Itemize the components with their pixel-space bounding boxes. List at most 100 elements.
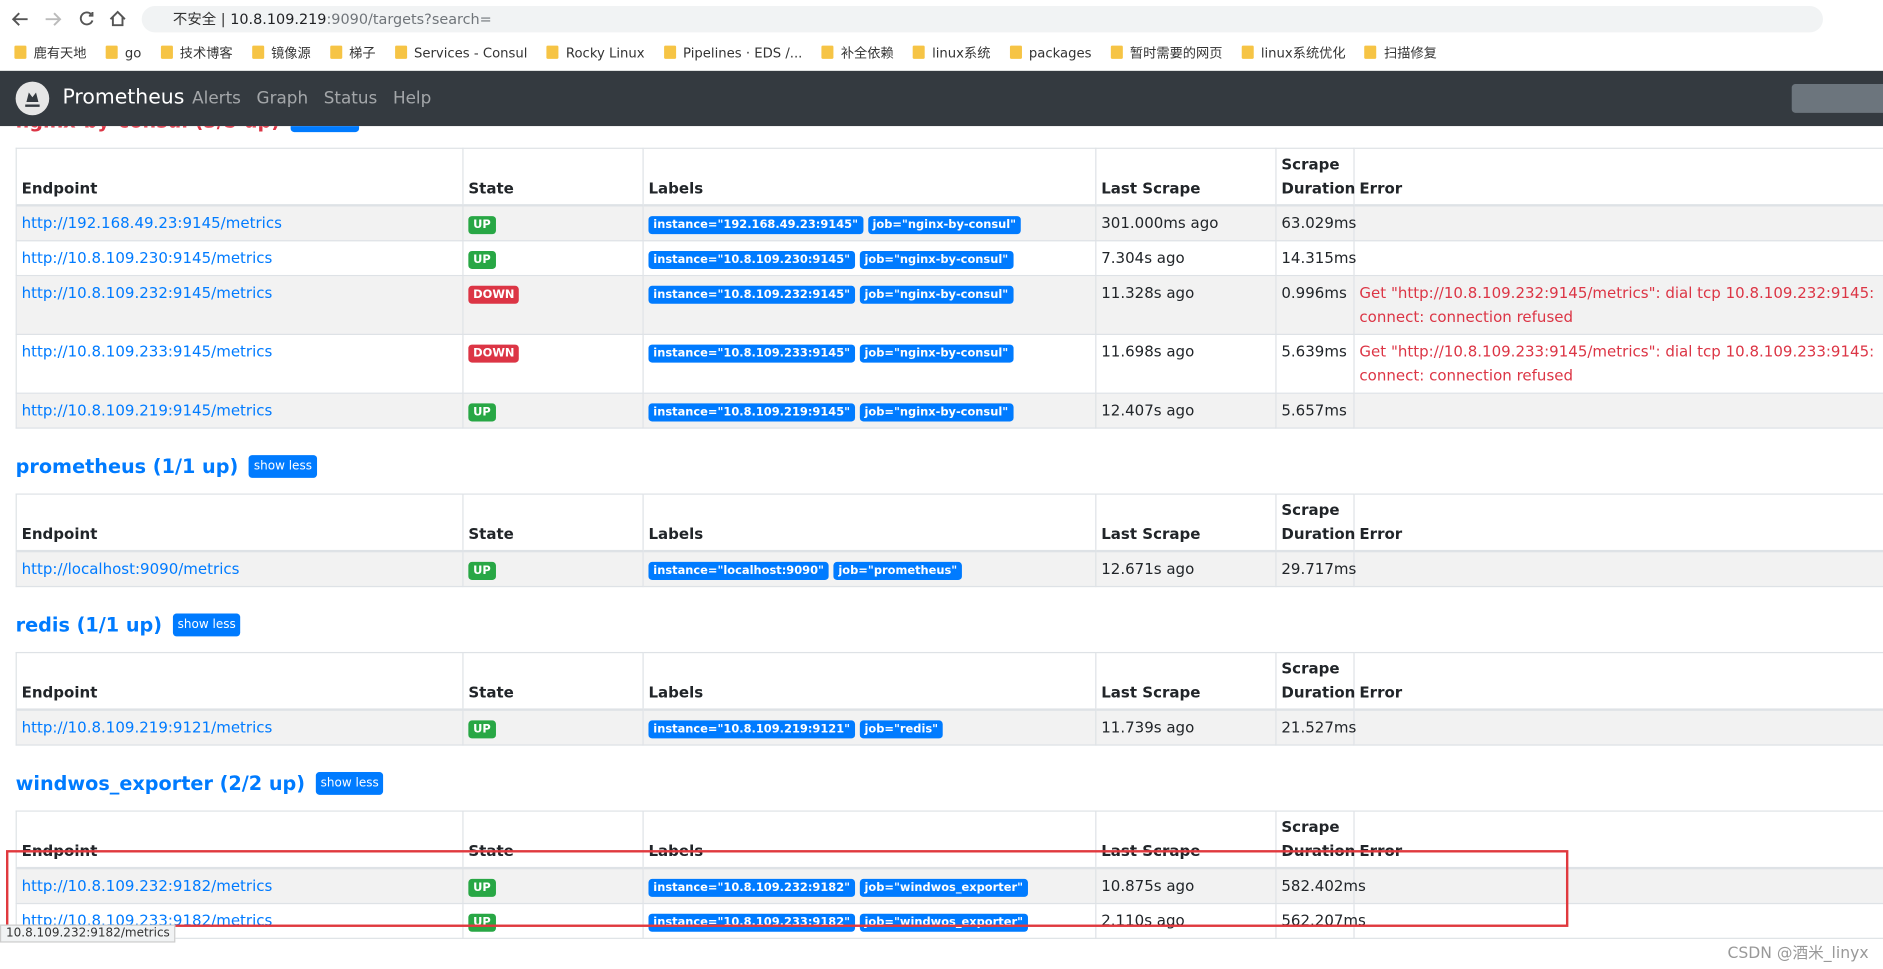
- label-badge: instance="10.8.109.232:9145": [648, 285, 855, 304]
- labels-cell: instance="10.8.109.219:9145" job="nginx-b…: [642, 392, 1097, 429]
- state-badge: UP: [468, 250, 496, 269]
- bookmark[interactable]: 补全依赖: [822, 43, 894, 62]
- bookmarks-bar: 鹿有天地 go 技术博客 镜像源 梯子 Services - Consul Rocky Li…: [0, 38, 1883, 67]
- bookmark[interactable]: linux系统: [913, 43, 990, 62]
- bookmark[interactable]: linux系统优化: [1242, 43, 1346, 62]
- url-host: 10.8.109.219: [230, 10, 327, 28]
- targets: nginx-by-consul (3/5 up) show less Endpoin…: [0, 126, 1883, 969]
- last-scrape: 301.000ms ago: [1095, 204, 1277, 242]
- navbar: Prometheus Alerts Graph Status Help: [0, 70, 1883, 127]
- labels-cell: instance="10.8.109.219:9121" job="redis": [642, 709, 1097, 746]
- brand[interactable]: Prometheus: [62, 85, 185, 110]
- bookmark[interactable]: Pipelines · EDS /...: [664, 45, 802, 61]
- endpoint-link[interactable]: http://10.8.109.219:9145/metrics: [21, 401, 273, 420]
- column-header: Labels: [642, 651, 1097, 711]
- theme-toggle[interactable]: [1791, 84, 1883, 113]
- endpoint-link[interactable]: http://192.168.49.23:9145/metrics: [21, 213, 282, 232]
- target-row: http://192.168.49.23:9145/metrics UP insta…: [15, 204, 1883, 242]
- column-header: Last Scrape: [1095, 651, 1277, 711]
- label-badge: instance="10.8.109.232:9182": [648, 878, 855, 897]
- error: [1353, 240, 1883, 277]
- security: 不安全: [172, 10, 217, 28]
- column-header: Scrape Duration: [1275, 810, 1355, 870]
- endpoint-cell: http://10.8.109.232:9182/metrics: [15, 867, 464, 905]
- bookmark[interactable]: 镜像源: [252, 43, 311, 62]
- browser-toolbar: 不安全 | 10.8.109.219:9090/targets?search=: [0, 0, 1883, 39]
- state-cell: DOWN: [462, 333, 644, 394]
- column-header: State: [462, 493, 644, 553]
- column-header: Endpoint: [15, 810, 464, 870]
- column-header: Last Scrape: [1095, 810, 1277, 870]
- show-less-button[interactable]: show less: [172, 612, 241, 636]
- bookmark[interactable]: 暂时需要的网页: [1111, 43, 1222, 62]
- endpoint-cell: http://10.8.109.230:9145/metrics: [15, 240, 464, 277]
- show-less-button[interactable]: show less: [249, 454, 317, 478]
- bookmark[interactable]: Rocky Linux: [547, 45, 645, 61]
- bookmark[interactable]: 扫描修复: [1365, 43, 1437, 62]
- address-bar[interactable]: 不安全 | 10.8.109.219:9090/targets?search=: [141, 6, 1823, 33]
- job-name[interactable]: redis (1/1 up): [15, 612, 163, 636]
- label-badge: job="nginx-by-consul": [859, 250, 1013, 269]
- state-badge: UP: [468, 216, 496, 235]
- logo: [15, 81, 50, 116]
- bookmark[interactable]: packages: [1010, 45, 1092, 61]
- bookmark[interactable]: Services - Consul: [395, 45, 527, 61]
- state-badge: UP: [468, 878, 496, 897]
- label-badge: job="nginx-by-consul": [859, 403, 1013, 422]
- bookmark[interactable]: 技术博客: [161, 43, 233, 62]
- scrape-duration: 29.717ms: [1275, 550, 1356, 588]
- job-name[interactable]: nginx-by-consul (3/5 up): [16, 126, 280, 131]
- last-scrape: 11.739s ago: [1095, 709, 1277, 746]
- target-row: http://10.8.109.232:9182/metrics UP instan…: [15, 867, 1883, 905]
- header-row: Endpoint State Labels Last Scrape Scrape Dur…: [15, 651, 1883, 711]
- job-name[interactable]: prometheus (1/1 up): [15, 454, 239, 478]
- nav-link[interactable]: Alerts: [192, 88, 241, 109]
- endpoint-cell: http://10.8.109.232:9145/metrics: [15, 274, 464, 335]
- endpoint-link[interactable]: http://10.8.109.232:9182/metrics: [21, 876, 273, 895]
- last-scrape: 12.671s ago: [1095, 550, 1277, 588]
- labels-cell: instance="localhost:9090" job="prometheus…: [642, 550, 1097, 588]
- nav-link[interactable]: Help: [392, 88, 432, 109]
- endpoint-cell: http://10.8.109.233:9145/metrics: [15, 333, 464, 394]
- bookmark[interactable]: 鹿有天地: [14, 43, 87, 62]
- endpoint-link[interactable]: http://localhost:9090/metrics: [21, 559, 240, 578]
- bookmark[interactable]: 梯子: [330, 43, 375, 62]
- column-header: Last Scrape: [1095, 493, 1277, 553]
- targets-list: nginx-by-consul (3/5 up) show less Endpoin…: [0, 126, 1883, 956]
- nav-buttons[interactable]: [0, 0, 132, 38]
- status-bar: 10.8.109.232:9182/metrics: [0, 924, 176, 943]
- last-scrape: 11.328s ago: [1095, 274, 1277, 335]
- column-header: Last Scrape: [1095, 147, 1277, 207]
- error: [1353, 867, 1883, 905]
- scrape-duration: 14.315ms: [1275, 240, 1356, 277]
- error: [1353, 204, 1883, 242]
- last-scrape: 12.407s ago: [1095, 392, 1277, 429]
- bookmark[interactable]: go: [106, 45, 141, 61]
- column-header: State: [462, 651, 644, 711]
- state-cell: UP: [462, 902, 644, 939]
- targets-table: Endpoint State Labels Last Scrape Scrape Dur…: [15, 493, 1883, 588]
- state-cell: DOWN: [462, 274, 644, 335]
- state-cell: UP: [462, 550, 644, 588]
- nav-links: Alerts Graph Status Help: [192, 89, 431, 108]
- endpoint-link[interactable]: http://10.8.109.230:9145/metrics: [21, 248, 273, 267]
- endpoint-link[interactable]: http://10.8.109.232:9145/metrics: [21, 283, 273, 302]
- column-header: State: [462, 810, 644, 870]
- nav-link[interactable]: Status: [323, 88, 378, 109]
- nav-link[interactable]: Graph: [256, 88, 309, 109]
- show-less-button[interactable]: show less: [290, 126, 359, 132]
- highlight-box: [6, 850, 1569, 927]
- column-header: Labels: [642, 493, 1097, 553]
- label-badge: instance="10.8.109.219:9121": [648, 720, 855, 739]
- targets-table: Endpoint State Labels Last Scrape Scrape Dur…: [15, 651, 1883, 746]
- section-title: redis (1/1 up) show less: [0, 604, 1883, 645]
- show-less-button[interactable]: show less: [315, 771, 384, 795]
- label-badge: job="nginx-by-consul": [859, 285, 1013, 304]
- endpoint-link[interactable]: http://10.8.109.219:9121/metrics: [21, 718, 273, 737]
- column-header: Scrape Duration: [1275, 147, 1355, 207]
- labels-cell: instance="10.8.109.230:9145" job="nginx-b…: [642, 240, 1097, 277]
- job-name[interactable]: windwos_exporter (2/2 up): [15, 771, 306, 795]
- state-cell: UP: [462, 204, 644, 242]
- section-title: nginx-by-consul (3/5 up) show less: [0, 126, 1883, 140]
- endpoint-link[interactable]: http://10.8.109.233:9145/metrics: [21, 342, 273, 361]
